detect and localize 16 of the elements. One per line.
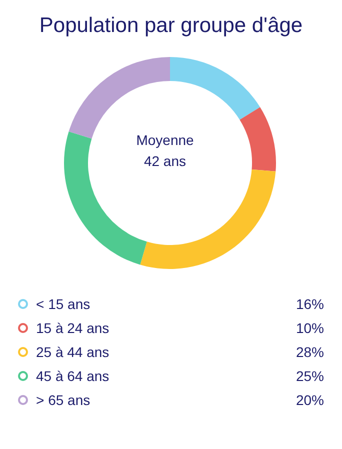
- data-label: 10%: [296, 320, 324, 336]
- text: Moyenne: [135, 131, 195, 150]
- legend-label: 45 à 64 ans: [36, 368, 110, 384]
- data-label: 16%: [296, 296, 324, 312]
- donut-slice: [140, 170, 276, 269]
- legend-label: < 15 ans: [36, 296, 92, 312]
- text: 42 ans: [142, 152, 188, 171]
- data-label: 25%: [296, 368, 324, 384]
- data-label: 28%: [296, 344, 324, 360]
- chart-title: Population par groupe d'âge: [38, 14, 304, 39]
- data-label: 20%: [296, 392, 324, 408]
- legend-label: 25 à 44 ans: [36, 344, 110, 360]
- legend-label: > 65 ans: [36, 392, 92, 408]
- legend-label: 15 à 24 ans: [36, 320, 110, 336]
- donut-slice: [170, 57, 260, 120]
- donut-slice: [240, 107, 276, 172]
